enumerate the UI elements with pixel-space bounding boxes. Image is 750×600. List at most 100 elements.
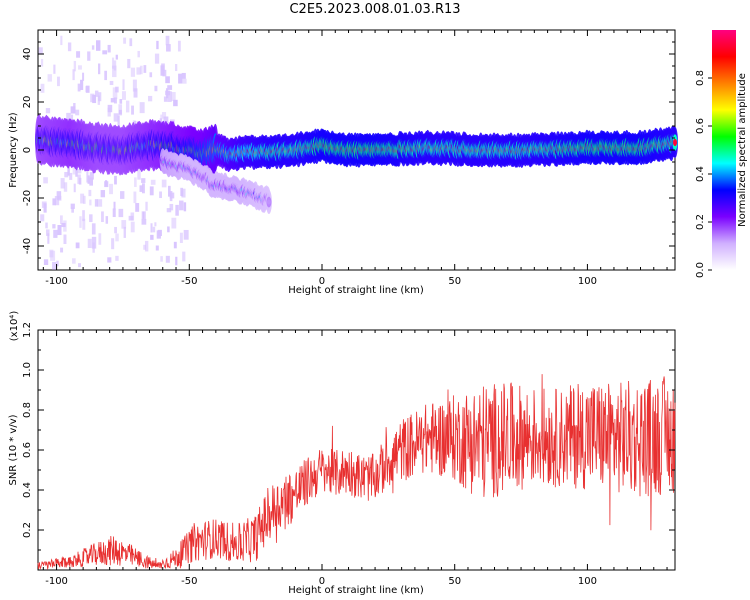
spectrogram-haze-cell (179, 200, 184, 211)
spectrogram-haze-cell (175, 256, 178, 266)
spectrogram-haze-cell (64, 171, 69, 178)
snr-axes: -100 -50 0 50 100 0.2 0.4 0.6 0.8 1.0 1.2 (22, 322, 675, 587)
spectrogram-haze-cell (113, 60, 117, 71)
spectrogram-haze-cell (169, 203, 174, 211)
colorbar-tick-label: 0.4 (695, 166, 706, 182)
spectrogram-haze-cell (90, 93, 95, 103)
spectrogram-haze-cell (78, 65, 82, 70)
colorbar: 0.0 0.2 0.4 0.6 0.8 Normalized spectral ampl… (695, 30, 748, 278)
spectrogram-haze-cell (75, 109, 80, 116)
spectrogram-haze-cell (73, 183, 76, 193)
y-tick-label: -20 (22, 190, 33, 206)
spectrogram-haze-cell (98, 233, 102, 245)
colorbar-tick-label: 0.0 (695, 262, 706, 278)
spectrogram-haze-cell (63, 220, 67, 232)
spectrogram-haze-cell (40, 214, 45, 222)
spectrogram-haze-cell (161, 112, 167, 119)
spectrogram-haze-cell (52, 224, 56, 229)
spectrogram-haze-cell (127, 58, 131, 69)
spectrogram-haze-cell (53, 229, 58, 238)
y-tick-label: 0.6 (22, 442, 33, 458)
spectrogram-haze-cell (118, 109, 122, 115)
spectrogram-haze-cell (182, 78, 187, 84)
spectrogram-haze-cell (76, 51, 81, 58)
spectrogram-haze-cell (162, 69, 167, 77)
spectrogram-haze-cell (165, 90, 171, 96)
spectrogram-haze-cell (115, 54, 118, 60)
spectrogram-haze-cell (141, 183, 145, 194)
spectrogram-haze-cell (89, 214, 93, 223)
spectrogram-haze-cell (163, 116, 169, 123)
y-tick-label: 1.2 (22, 322, 33, 338)
spectrogram-haze-cell (88, 189, 92, 197)
y-tick-label: 20 (22, 96, 33, 109)
spectrogram-haze-cell (143, 65, 147, 73)
spectrogram-haze-cell (134, 177, 137, 187)
spectrogram-haze-cell (141, 211, 146, 220)
spectrogram-haze-cell (112, 208, 116, 218)
spectrogram-haze-cell (139, 185, 144, 192)
spectrogram-haze-cell (165, 76, 170, 84)
spectrogram-haze-cell (113, 201, 116, 210)
spectrogram-haze-cell (159, 191, 162, 199)
spectrogram-haze-cell (167, 85, 173, 90)
y-tick-label: 0.2 (22, 522, 33, 538)
spectrogram-haze-cell (80, 193, 85, 204)
y-tick-label: 0.8 (22, 402, 33, 418)
x-tick-label: 0 (319, 576, 325, 587)
spectrogram-haze-cell (111, 238, 115, 250)
snr-panel: -100 -50 0 50 100 0.2 0.4 0.6 0.8 1.0 1.2 Height o… (8, 311, 676, 596)
spectrogram-haze-cell (129, 38, 133, 47)
x-tick-label: -50 (181, 576, 197, 587)
spectrogram-haze-cell (50, 250, 56, 261)
spectrogram-marks (35, 35, 678, 270)
spectrogram-haze-cell (132, 79, 137, 92)
spectrogram-haze-cell (87, 238, 92, 249)
spectrogram-haze-cell (175, 204, 179, 216)
spectrogram-haze-cell (94, 90, 99, 97)
spectrogram-haze-cell (130, 67, 136, 77)
x-tick-label: 0 (319, 276, 325, 287)
spectrogram-haze-cell (107, 104, 113, 113)
spectrogram-haze-cell (60, 247, 64, 253)
colorbar-tick-label: 0.2 (695, 214, 706, 230)
x-tick-label: -100 (45, 276, 68, 287)
spectrogram-haze-cell (123, 226, 126, 238)
spectrogram-haze-cell (43, 203, 47, 213)
spectrogram-haze-cell (178, 73, 183, 84)
spectrogram-haze-cell (136, 67, 141, 75)
spectrogram-haze-cell (77, 174, 81, 184)
snr-ylabel: SNR (10 * v/v) (8, 414, 19, 485)
colorbar-tick-label: 0.8 (695, 70, 706, 86)
spectrogram-haze-cell (121, 220, 127, 229)
x-tick-label: 100 (578, 276, 597, 287)
spectrogram-haze-cell (117, 115, 120, 126)
spectrogram-haze-cell (170, 92, 176, 102)
spectrogram-haze-cell (76, 169, 82, 174)
spectrogram-haze-cell (89, 177, 93, 186)
spectrogram-haze-cell (82, 72, 85, 81)
spectrogram-haze-cell (177, 40, 181, 52)
spectrogram-haze-cell (135, 203, 140, 212)
spectrogram-haze-cell (72, 258, 76, 264)
spectrogram-haze-cell (92, 242, 95, 253)
snr-series-line (37, 374, 676, 571)
spectrogram-haze-cell (89, 199, 92, 206)
spectrogram-haze-cell (91, 45, 95, 50)
spectrogram-haze-cell (94, 199, 98, 207)
spectrogram-haze-cell (115, 255, 119, 261)
spectrogram-haze-cell (89, 172, 94, 180)
spectrogram-haze-cell (97, 199, 103, 207)
spectrogram-haze-cell (60, 178, 65, 189)
spectrogram-haze-cell (47, 233, 50, 244)
spectrogram-haze-cell (60, 215, 63, 225)
spectrogram-haze-cell (112, 65, 117, 78)
spectrogram-core (266, 199, 271, 205)
spectrogram-haze-cell (161, 179, 167, 188)
spectrogram-haze-cell (96, 40, 101, 51)
spectrogram-haze-cell (161, 63, 165, 71)
spectrogram-xlabel: Height of straight line (km) (288, 285, 424, 296)
spectrogram-haze-cell (91, 223, 96, 235)
spectrogram-haze-cell (72, 69, 75, 81)
spectrogram-haze-cell (46, 229, 50, 236)
